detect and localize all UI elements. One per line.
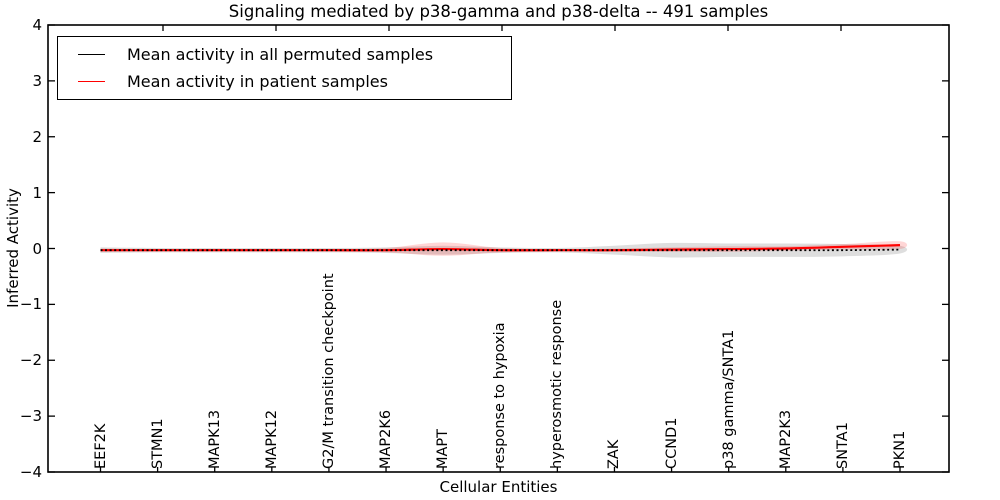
chart-title: Signaling mediated by p38-gamma and p38-… — [228, 2, 769, 21]
legend: Mean activity in all permuted samples Me… — [57, 36, 512, 100]
x-tick-label: MAPK12 — [263, 409, 280, 469]
y-tick-label: 3 — [32, 71, 42, 90]
y-tick-label: −1 — [19, 295, 42, 314]
x-tick-label: MAP2K6 — [378, 409, 395, 469]
y-tick-label: −4 — [19, 463, 42, 481]
legend-label: Mean activity in patient samples — [127, 72, 388, 91]
x-tick-label: SNTA1 — [834, 422, 851, 469]
legend-line-sample-red — [78, 81, 105, 82]
y-axis-label: Inferred Activity — [4, 188, 22, 308]
x-tick-label: G2/M transition checkpoint — [320, 273, 337, 469]
patient-mean-line — [100, 244, 901, 252]
x-tick-label: PKN1 — [892, 430, 908, 469]
x-tick-label: CCND1 — [663, 417, 680, 470]
y-tick-label: −2 — [19, 351, 42, 370]
x-tick-label: MAPK13 — [206, 409, 223, 469]
x-tick-label: EEF2K — [92, 423, 109, 469]
y-tick-label: 2 — [32, 127, 42, 146]
permuted-mean-line — [100, 248, 901, 252]
y-tick-label: 1 — [32, 183, 42, 202]
legend-item-permuted: Mean activity in all permuted samples — [78, 45, 511, 64]
x-tick-label: MAPT — [435, 428, 452, 469]
x-tick-label: p38 gamma/SNTA1 — [720, 329, 737, 469]
x-axis-label: Cellular Entities — [439, 478, 558, 496]
x-tick-label: MAP2K3 — [777, 409, 794, 469]
legend-line-sample-black — [78, 54, 105, 55]
y-tick-label: 0 — [32, 239, 42, 258]
legend-label: Mean activity in all permuted samples — [127, 45, 434, 64]
x-tick-label: hyperosmotic response — [549, 299, 566, 469]
legend-item-patient: Mean activity in patient samples — [78, 72, 511, 91]
y-tick-label: 4 — [32, 16, 42, 34]
y-tick-label: −3 — [19, 407, 42, 426]
x-tick-label: ZAK — [606, 439, 623, 469]
x-tick-label: response to hypoxia — [492, 322, 509, 469]
x-tick-label: STMN1 — [149, 418, 166, 469]
patient-confidence-band — [100, 241, 908, 256]
